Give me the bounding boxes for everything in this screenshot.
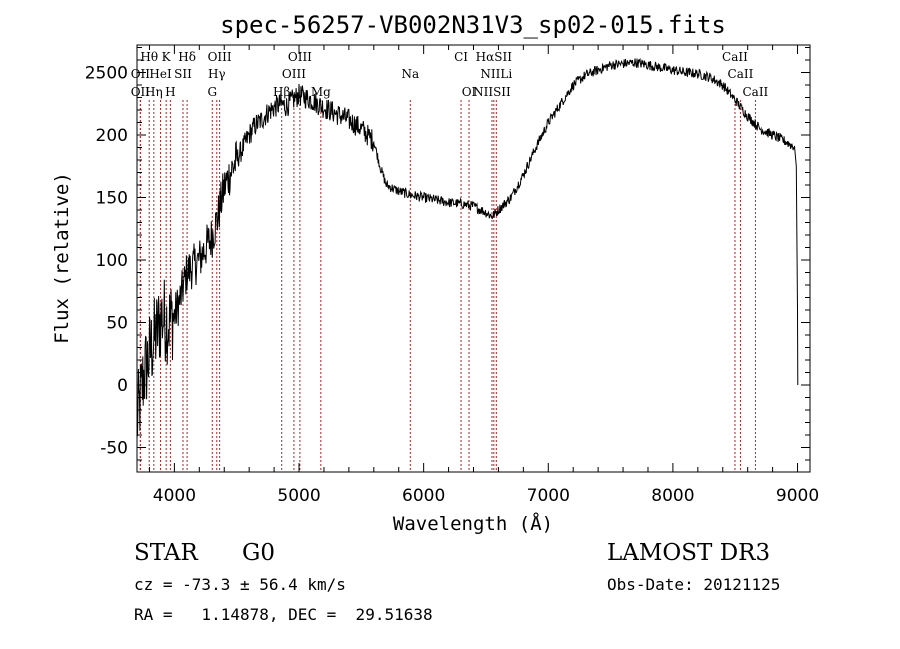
x-tick-label: 6000 [402, 486, 445, 506]
line-marker-label: OIII [282, 67, 306, 81]
line-marker-label: HeI [149, 67, 172, 81]
redshift-readout: cz = -73.3 ± 56.4 km/s [134, 575, 346, 594]
line-marker-label: OIII [288, 50, 312, 64]
y-tick-label: 0 [117, 376, 128, 396]
line-marker-label: CaII [722, 50, 748, 64]
line-marker-label: Hβ [273, 85, 290, 99]
object-class: STAR [134, 540, 198, 566]
x-tick-label: 9000 [776, 486, 819, 506]
line-marker-label: NIISII [473, 85, 511, 99]
line-marker-label: OIII [208, 50, 232, 64]
y-axis-label: Flux (relative) [51, 172, 73, 344]
x-tick-label: 7000 [527, 486, 570, 506]
line-marker-label: SII [174, 67, 192, 81]
y-tick-label: 100 [96, 251, 128, 271]
line-marker-label: Na [401, 67, 419, 81]
line-marker-label: Hγ [208, 67, 226, 81]
line-marker-label: HαSII [476, 50, 513, 64]
line-marker-label: CI [454, 50, 468, 64]
spectrum-line [136, 57, 799, 437]
x-axis-label: Wavelength (Å) [393, 512, 553, 535]
y-axis-ticks: -50 0 50 100 150 200 2500 [85, 47, 810, 461]
emission-line-markers [139, 100, 756, 472]
y-tick-label: 50 [106, 314, 128, 334]
y-tick-label: 200 [96, 126, 128, 146]
line-marker-label: G [207, 85, 217, 99]
line-marker-label: K [162, 50, 172, 64]
line-marker-label: CaII [742, 85, 768, 99]
object-subclass: G0 [242, 540, 276, 566]
x-axis-ticks: 4000 5000 6000 7000 8000 9000 [148, 45, 819, 506]
line-marker-label: OII [131, 85, 151, 99]
obs-date: Obs-Date: 20121125 [607, 575, 781, 594]
coordinates-readout: RA = 1.14878, DEC = 29.51638 [134, 605, 433, 624]
line-marker-label: Hη [145, 85, 163, 99]
line-marker-label: Hθ [140, 50, 158, 64]
x-tick-label: 8000 [651, 486, 694, 506]
line-marker-label: OI [462, 85, 477, 99]
line-marker-label: H [165, 85, 175, 99]
line-marker-label: OII [131, 67, 151, 81]
y-tick-label: 150 [96, 189, 128, 209]
y-tick-label: -50 [100, 439, 128, 459]
plot-frame [136, 44, 811, 473]
y-tick-label: 2500 [85, 64, 128, 84]
chart-title: spec-56257-VB002N31V3_sp02-015.fits [220, 11, 726, 39]
line-marker-label: NIILi [480, 67, 512, 81]
line-marker-label: Hδ [178, 50, 196, 64]
x-tick-label: 4000 [153, 486, 196, 506]
x-tick-label: 5000 [277, 486, 320, 506]
survey-name: LAMOST DR3 [607, 540, 771, 566]
line-marker-label: CaII [728, 67, 754, 81]
